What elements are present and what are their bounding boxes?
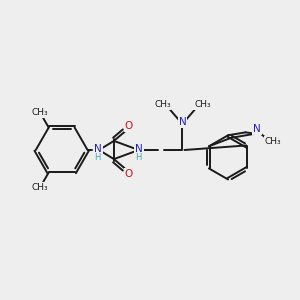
Text: CH₃: CH₃ [265,137,281,146]
Text: H: H [135,153,141,162]
Text: H: H [94,153,101,162]
Text: N: N [135,144,143,154]
Text: CH₃: CH₃ [32,108,49,117]
Text: N: N [253,124,261,134]
Text: CH₃: CH₃ [154,100,171,109]
Text: N: N [178,117,186,127]
Text: O: O [125,122,133,131]
Text: CH₃: CH₃ [32,183,49,192]
Text: CH₃: CH₃ [194,100,211,109]
Text: N: N [94,144,102,154]
Text: O: O [125,169,133,178]
